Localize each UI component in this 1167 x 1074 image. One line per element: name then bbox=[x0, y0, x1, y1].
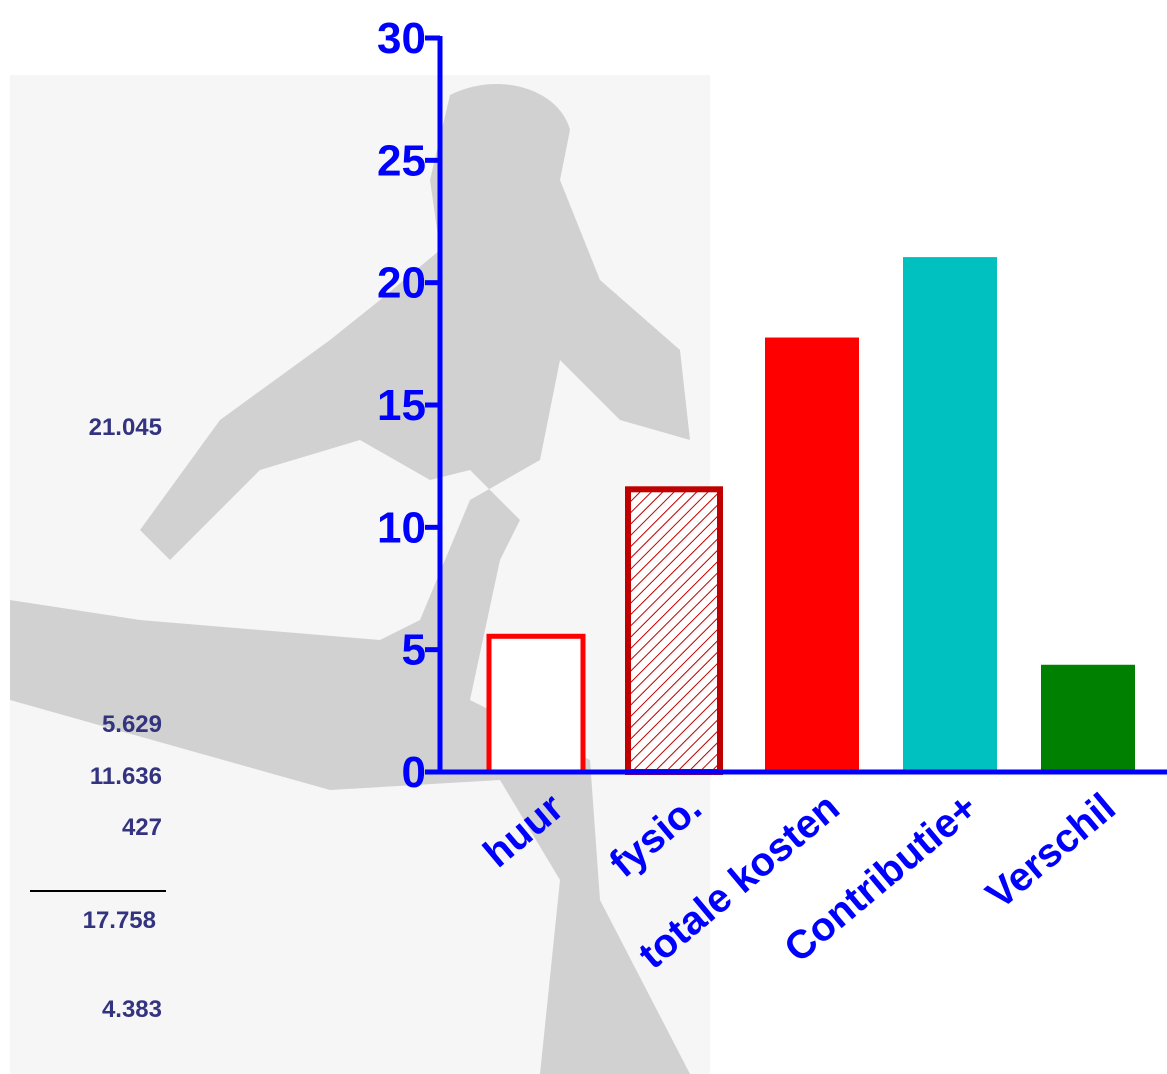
y-tick-label: 25 bbox=[377, 136, 426, 185]
side-number: 11.636 bbox=[90, 763, 162, 790]
chart: huur fysio.totale kostenContributie+Versc… bbox=[377, 14, 1167, 977]
side-numbers: 21.045 5.629 11.636 427 17.758 4.383 bbox=[30, 414, 166, 1023]
bar bbox=[625, 486, 723, 775]
side-number: 21.045 bbox=[89, 414, 162, 441]
y-tick-label: 0 bbox=[402, 748, 426, 797]
bar bbox=[486, 633, 586, 775]
side-number: 427 bbox=[122, 814, 162, 841]
y-tick-label: 30 bbox=[377, 14, 426, 63]
runner-silhouette bbox=[10, 75, 710, 1074]
side-number: 4.383 bbox=[102, 996, 162, 1023]
bar bbox=[1041, 664, 1135, 772]
y-tick-label: 10 bbox=[377, 503, 426, 552]
side-number: 5.629 bbox=[102, 711, 162, 738]
bar bbox=[765, 337, 859, 772]
y-tick-label: 5 bbox=[402, 626, 426, 675]
x-tick-label: Verschil bbox=[978, 785, 1124, 917]
y-tick-label: 20 bbox=[377, 259, 426, 308]
bar bbox=[903, 257, 997, 772]
y-tick-label: 15 bbox=[377, 381, 426, 430]
side-number: 17.758 bbox=[83, 907, 156, 934]
